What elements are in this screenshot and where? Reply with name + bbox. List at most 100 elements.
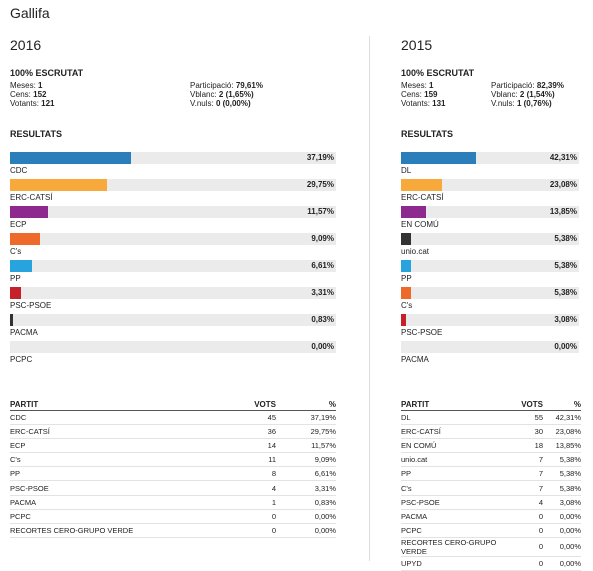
stat-label: V.nuls: [190,99,214,108]
cell-pct: 0,83% [276,495,336,510]
left-stats: Meses: 1 Cens: 159 Votants: 131 [401,81,446,108]
stat-label: Participació: [190,81,234,90]
stat-line: Cens: 159 [401,90,446,99]
result-row: 37,19% CDC [10,152,336,178]
table-row: PCPC 0 0,00% [10,509,336,524]
cell-pct: 11,57% [276,438,336,454]
bar-track [10,260,336,272]
result-party: EN COMÚ [401,220,439,229]
cell-party: UPYD [401,556,503,571]
result-party: PP [401,274,412,283]
cell-party: C's [401,480,503,496]
result-percentage: 5,38% [554,288,577,297]
bar-track [401,341,579,353]
col-header-party: PARTIT [401,399,503,411]
bar-track [10,206,336,218]
result-percentage: 9,09% [311,234,334,243]
bar-track [10,152,336,164]
result-percentage: 3,31% [311,288,334,297]
bar-track [401,314,579,326]
cell-party: CDC [10,410,216,426]
cell-pct: 0,00% [543,556,581,571]
result-row: 9,09% C's [10,233,336,259]
result-row: 3,31% PSC-PSOE [10,287,336,313]
result-percentage: 13,85% [549,207,577,216]
cell-votes: 36 [216,424,276,440]
cell-votes: 11 [216,452,276,468]
result-party: PACMA [401,355,429,364]
result-bar [10,179,107,191]
bar-track [10,233,336,245]
result-percentage: 0,00% [311,342,334,351]
column-divider [369,36,370,561]
bar-track [401,206,579,218]
result-party: unio.cat [401,247,430,256]
stat-label: Cens: [10,90,31,99]
cell-party: PSC-PSOE [10,480,216,496]
result-bar [10,206,48,218]
table-row: RECORTES CERO-GRUPO VERDE 0 0,00% [401,537,581,557]
table-row: ERC-CATSÍ 30 23,08% [401,424,581,440]
cell-votes: 4 [503,495,543,510]
stat-value: 1 [429,81,434,90]
cell-pct: 37,19% [276,410,336,426]
stat-label: Votants: [10,99,39,108]
bar-track [10,179,336,191]
cell-party: ECP [10,438,216,454]
cell-pct: 13,85% [543,438,581,454]
result-row: 23,08% ERC-CATSÍ [401,179,579,205]
result-party: ECP [10,220,27,229]
result-bar [401,179,443,191]
stat-line: V.nuls: 1 (0,76%) [491,99,564,108]
bar-track [401,260,579,272]
cell-pct: 9,09% [276,452,336,468]
year-heading: 2016 [10,37,42,53]
result-party: PACMA [10,328,38,337]
cell-votes: 1 [216,495,276,510]
result-party: CDC [10,166,28,175]
counted-status: 100% ESCRUTAT [10,68,84,78]
stat-value: 131 [432,99,446,108]
result-row: 5,38% unio.cat [401,233,579,259]
stat-line: Participació: 82,39% [491,81,564,90]
result-percentage: 0,00% [554,342,577,351]
cell-pct: 5,38% [543,466,581,482]
bar-track [401,287,579,299]
cell-votes: 0 [503,556,543,571]
result-row: 5,38% PP [401,260,579,286]
result-percentage: 37,19% [306,153,334,162]
cell-party: unio.cat [401,452,503,468]
result-bar [10,152,132,164]
left-stats: Meses: 1 Cens: 152 Votants: 121 [10,81,55,108]
result-row: 29,75% ERC-CATSÍ [10,179,336,205]
col-header-votes: VOTS [216,399,276,411]
table-row: RECORTES CERO-GRUPO VERDE 0 0,00% [10,523,336,538]
result-bar [401,152,477,164]
stat-line: Cens: 152 [10,90,55,99]
result-row: 42,31% DL [401,152,579,178]
stat-value: 1 [38,81,43,90]
result-bar [401,287,411,299]
cell-pct: 0,00% [543,509,581,524]
cell-votes: 14 [216,438,276,454]
bar-track [10,314,336,326]
col-header-pct: % [543,399,581,411]
cell-party: PCPC [401,523,503,538]
results-table: PARTIT VOTS % CDC 45 37,19% ERC-CATSÍ 36 29,7… [10,399,336,538]
stat-value: 152 [33,90,47,99]
result-bar [401,314,407,326]
cell-party: PACMA [401,509,503,524]
stat-value: 121 [41,99,55,108]
town-title: Gallifa [10,5,50,21]
result-bar [10,260,32,272]
result-bar [10,233,40,245]
result-row: 11,57% ECP [10,206,336,232]
cell-votes: 55 [503,410,543,426]
right-stats: Participació: 79,61% Vblanc: 2 (1,65%) V.n… [190,81,263,108]
result-percentage: 23,08% [549,180,577,189]
cell-votes: 0 [216,523,276,538]
stat-label: Votants: [401,99,430,108]
table-row: C's 11 9,09% [10,452,336,468]
stat-label: Vblanc: [190,90,217,99]
result-row: 6,61% PP [10,260,336,286]
